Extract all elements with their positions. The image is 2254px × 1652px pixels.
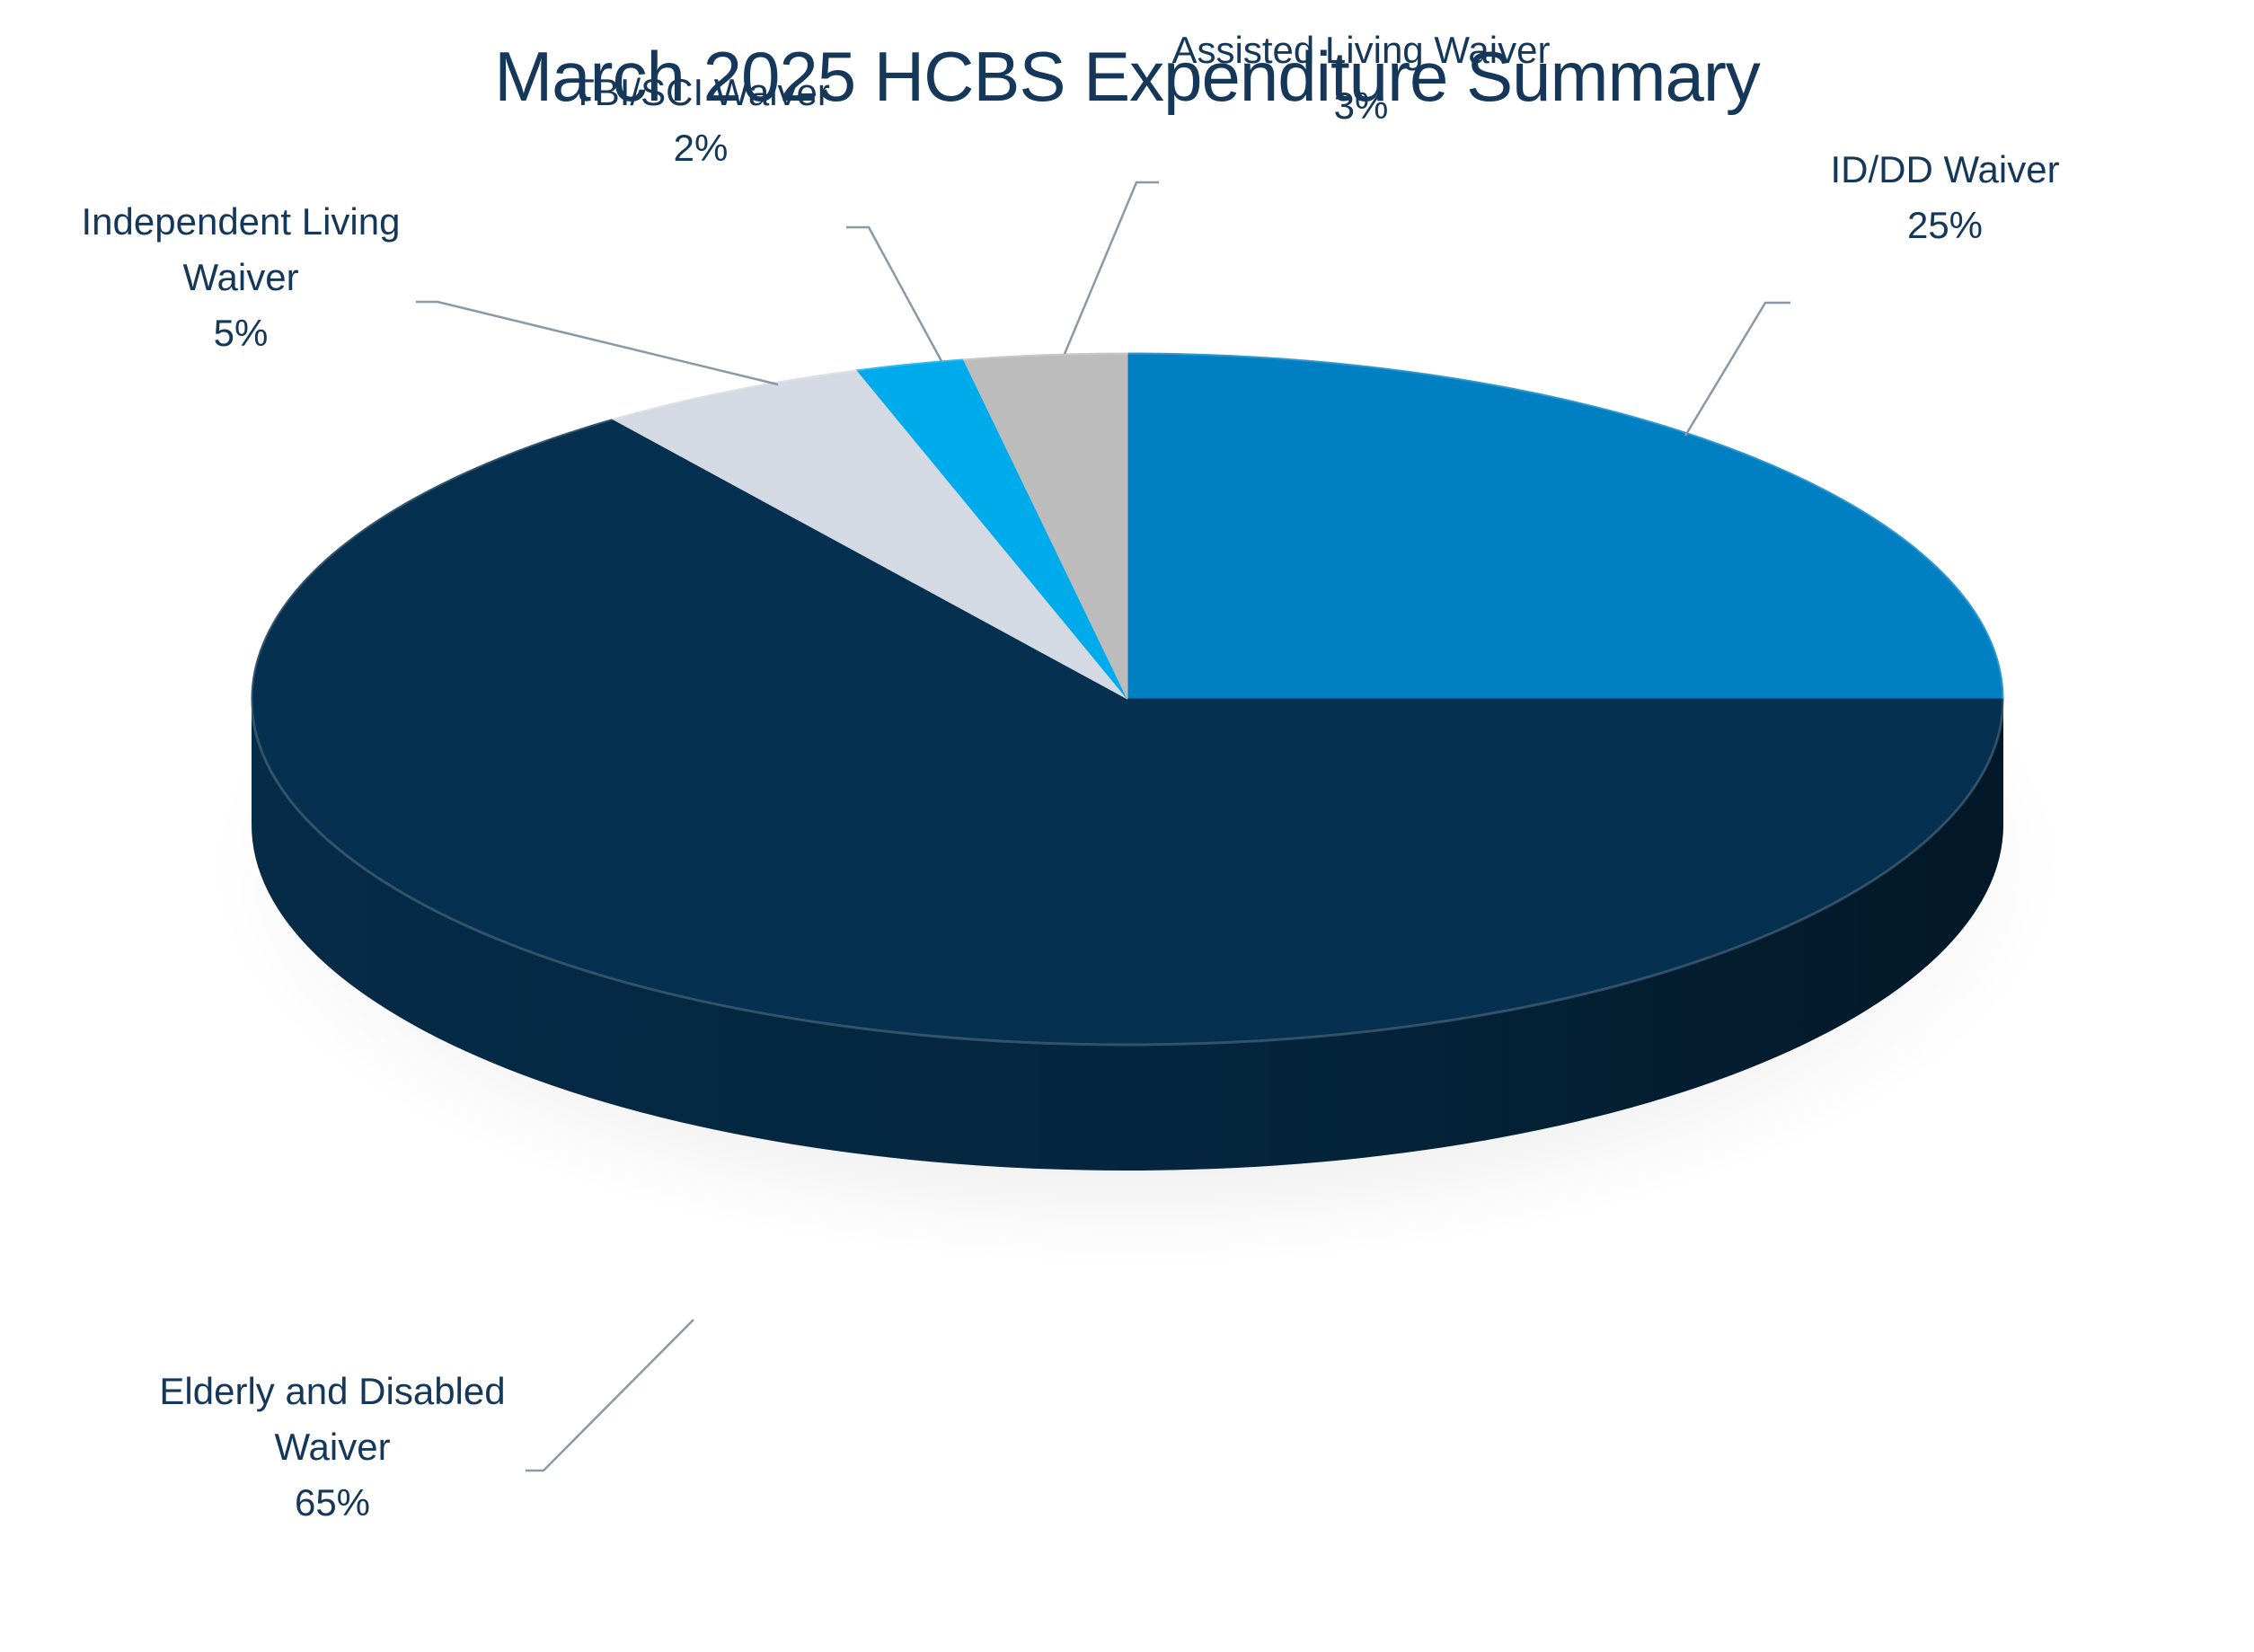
pie-slice-id-dd-waiver	[1127, 352, 2004, 700]
data-label-name: Waiver	[182, 256, 298, 298]
leader-line-id-dd-waiver	[1684, 301, 1790, 437]
data-label-value: 25%	[1907, 204, 1983, 246]
leader-line-independent-living-waiver	[416, 300, 779, 386]
data-label-assisted-living-waiver: Assisted Living Waiver 3%	[1172, 29, 1551, 127]
data-label-name: TBI/SCI Waiver	[571, 71, 830, 113]
data-label-name: Waiver	[274, 1426, 390, 1468]
data-label-name: Assisted Living Waiver	[1172, 29, 1551, 71]
data-label-independent-living-waiver: Independent Living Waiver 5%	[82, 200, 401, 354]
chart-title: March 2025 HCBS Expenditure Summary	[494, 37, 1761, 116]
data-label-id-dd-waiver: ID/DD Waiver 25%	[1830, 148, 2059, 246]
data-label-elderly-and-disabled-waiver: Elderly and Disabled Waiver 65%	[159, 1370, 505, 1524]
data-label-tbi-sci-waiver: TBI/SCI Waiver 2%	[571, 71, 830, 169]
leader-line-elderly-and-disabled-waiver	[526, 1319, 694, 1472]
leader-line-assisted-living-waiver	[1063, 181, 1159, 355]
pie-slice-assisted-living-waiver	[962, 352, 1128, 700]
data-label-value: 3%	[1334, 84, 1389, 127]
data-label-name: Elderly and Disabled	[159, 1370, 505, 1412]
data-label-value: 5%	[214, 312, 269, 354]
data-label-name: Independent Living	[82, 200, 401, 243]
pie-slice-independent-living-waiver	[611, 369, 1128, 700]
pie-side-shade-elderly-and-disabled-waiver	[252, 699, 2003, 1171]
pie-rim	[250, 351, 2005, 1047]
pie-slice-elderly-and-disabled-waiver	[251, 418, 2004, 1046]
leader-line-tbi-sci-waiver	[846, 225, 943, 362]
data-label-name: ID/DD Waiver	[1830, 148, 2059, 190]
data-label-value: 65%	[295, 1481, 370, 1524]
data-label-value: 2%	[674, 127, 729, 169]
